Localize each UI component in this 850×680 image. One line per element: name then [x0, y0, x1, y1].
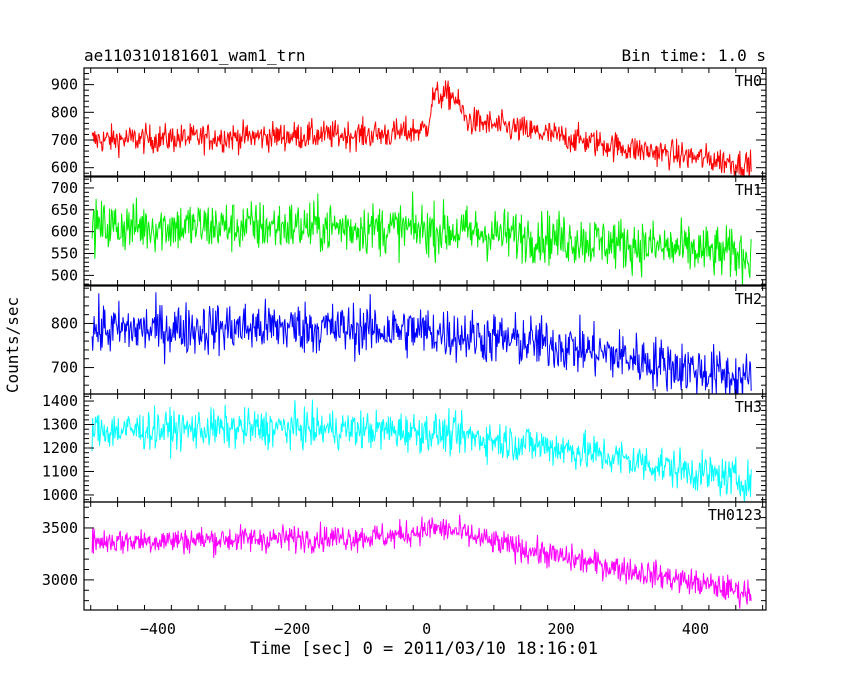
panel-frame	[83, 501, 767, 611]
y-tick-label: 1100	[42, 462, 78, 480]
y-tick-label: 800	[51, 103, 78, 121]
panel-label: TH0123	[708, 506, 762, 524]
panel-th2: 700 800 TH2	[51, 285, 767, 395]
y-tick-label: 1000	[42, 486, 78, 504]
x-tick-label: 200	[548, 620, 575, 638]
panel-frame	[83, 67, 767, 177]
chart-title: ae110310181601_wam1_trn	[84, 46, 306, 65]
x-axis-label: Time [sec] 0 = 2011/03/10 18:16:01	[250, 639, 598, 659]
series-line-th0123	[91, 514, 752, 609]
panel-label: TH2	[735, 290, 762, 308]
y-tick-label: 550	[51, 245, 78, 263]
x-tick-label: 400	[682, 620, 709, 638]
y-tick-label: 600	[51, 159, 78, 177]
series-line-th3	[91, 399, 752, 502]
y-tick-label: 700	[51, 179, 78, 197]
series-line-th1	[91, 191, 752, 285]
y-tick-label: 3000	[42, 571, 78, 589]
y-tick-label: 700	[51, 359, 78, 377]
panel-th0: 600 700 800 900 TH0	[51, 67, 767, 177]
panel-th3: 1000 1100 1200 1300 1400 TH3	[42, 392, 767, 504]
y-tick-label: 500	[51, 266, 78, 284]
series-line-th2	[91, 292, 752, 394]
panel-label: TH3	[735, 398, 762, 416]
y-tick-label: 3500	[42, 519, 78, 537]
x-tick-label: −200	[274, 620, 310, 638]
bin-time-label: Bin time: 1.0 s	[622, 46, 767, 65]
y-tick-label: 800	[51, 314, 78, 332]
y-tick-label: 650	[51, 201, 78, 219]
panel-frame	[83, 393, 767, 503]
y-tick-label: 1200	[42, 439, 78, 457]
panels: 600 700 800 900 TH0 500 550 600 650 700 TH1 700 800 T…	[42, 67, 767, 638]
panel-th1: 500 550 600 650 700 TH1	[51, 176, 767, 286]
panel-label: TH1	[735, 181, 762, 199]
y-tick-label: 1300	[42, 416, 78, 434]
panel-frame	[83, 176, 767, 286]
y-tick-label: 700	[51, 131, 78, 149]
y-tick-label: 900	[51, 76, 78, 94]
y-tick-label: 1400	[42, 392, 78, 410]
panel-label: TH0	[735, 72, 762, 90]
x-tick-label: −400	[140, 620, 176, 638]
y-tick-label: 600	[51, 223, 78, 241]
x-tick-label: 0	[422, 620, 431, 638]
panel-th0123: 3000 3500 TH0123	[42, 501, 767, 611]
y-axis-label: Counts/sec	[3, 297, 22, 393]
series-line-th0	[91, 80, 752, 176]
